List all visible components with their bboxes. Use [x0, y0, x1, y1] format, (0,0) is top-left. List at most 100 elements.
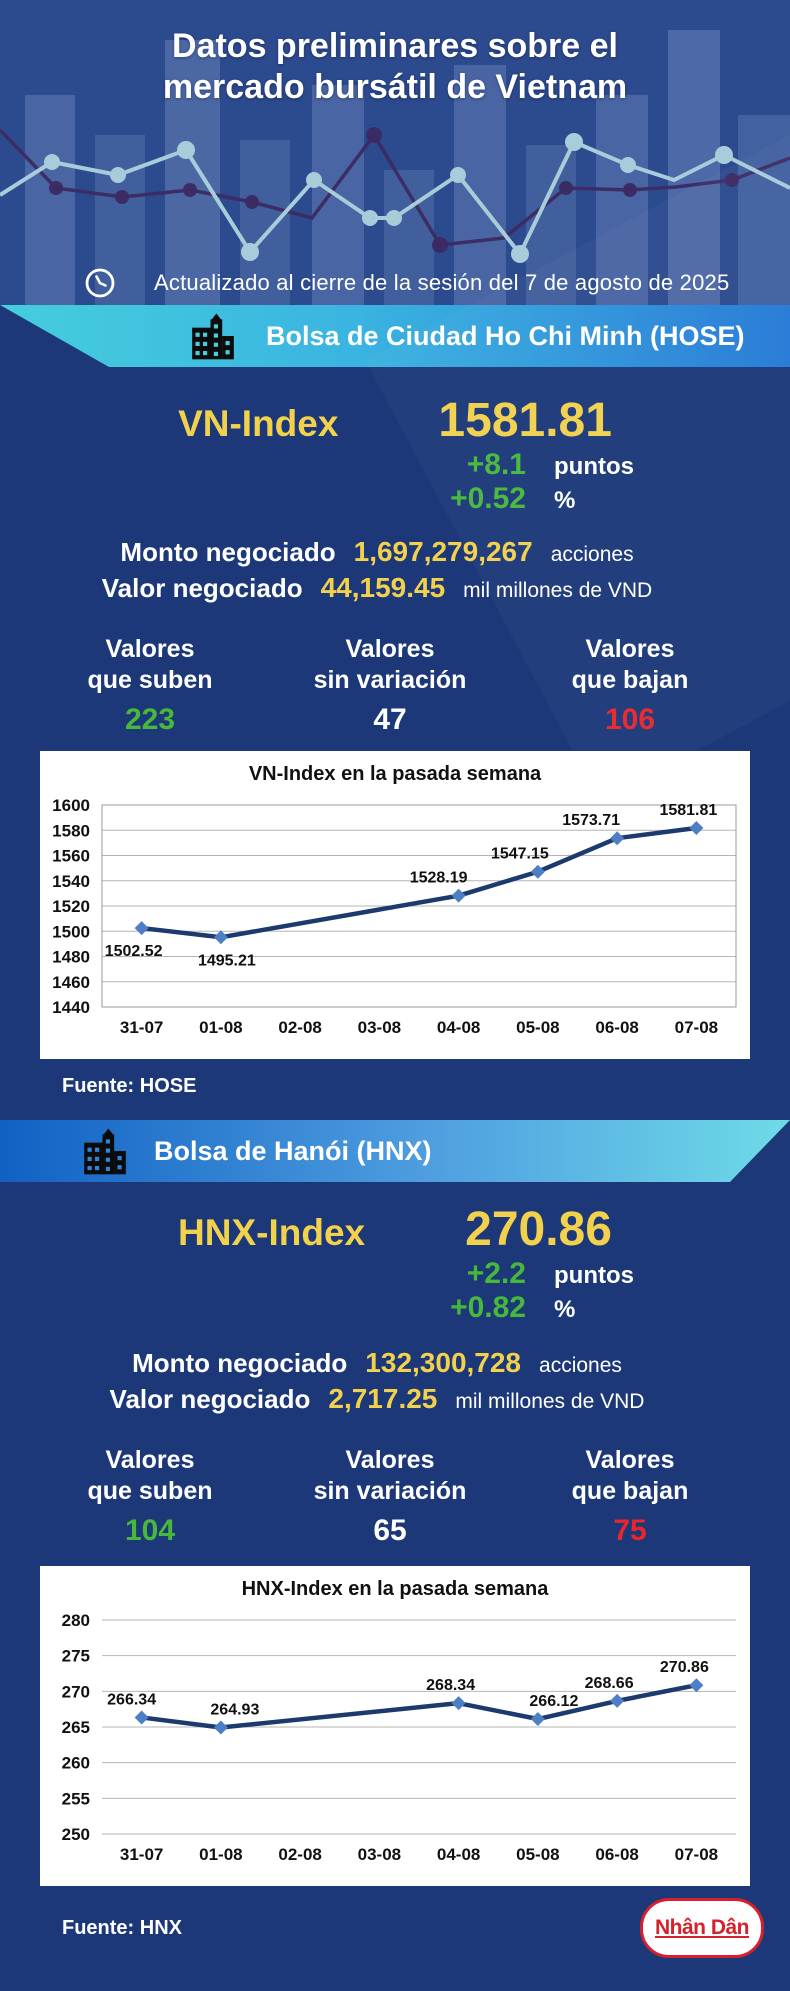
value-label: Valor negociado [109, 1384, 311, 1414]
hnx-change-percent: +0.82 [450, 1291, 526, 1324]
vn-change-points: +8.1 [466, 448, 526, 481]
svg-text:266.34: 266.34 [107, 1691, 156, 1708]
svg-text:01-08: 01-08 [199, 1018, 242, 1037]
vn-index-chart-panel: VN-Index en la pasada semana 1440 1460 148… [40, 751, 750, 1059]
svg-text:05-08: 05-08 [516, 1018, 559, 1037]
svg-text:31-07: 31-07 [120, 1018, 163, 1037]
svg-text:270.86: 270.86 [660, 1659, 709, 1676]
decorative-purple-line [0, 127, 790, 253]
svg-text:1580: 1580 [52, 821, 90, 840]
unchanged-column: Valores sin variación 65 [270, 1445, 510, 1548]
advancers-column: Valores que suben 104 [30, 1445, 270, 1548]
hnx-banner-title: Bolsa de Hanói (HNX) [154, 1135, 432, 1166]
svg-text:05-08: 05-08 [516, 1845, 559, 1864]
svg-text:255: 255 [62, 1789, 90, 1808]
hose-section: Bolsa de Ciudad Ho Chi Minh (HOSE) VN-In… [0, 305, 790, 1098]
svg-text:1560: 1560 [52, 847, 90, 866]
vn-index-line-plot: 1440 1460 1480 1500 1520 1540 1560 1580 1600 31-0… [52, 796, 737, 1037]
value-value: 2,717.25 [328, 1383, 438, 1414]
hnx-index-chart-panel: HNX-Index en la pasada semana 250 255 260 2… [40, 1566, 750, 1886]
svg-text:268.66: 268.66 [585, 1675, 634, 1692]
svg-text:1500: 1500 [52, 922, 90, 941]
svg-text:1573.71: 1573.71 [562, 812, 620, 829]
volume-value: 1,697,279,267 [353, 536, 533, 567]
page-title: Datos preliminares sobre el mercado burs… [162, 27, 628, 106]
hnx-banner: Bolsa de Hanói (HNX) [0, 1120, 790, 1182]
hnx-value-row: Valor negociado 2,717.25 mil millones de… [0, 1383, 772, 1419]
vn-volume-row: Monto negociado 1,697,279,267 acciones [0, 536, 772, 572]
percent-unit: % [554, 487, 576, 514]
svg-text:1581.81: 1581.81 [659, 802, 717, 819]
vn-chart-title: VN-Index en la pasada semana [248, 763, 542, 785]
svg-text:1495.21: 1495.21 [198, 952, 256, 969]
svg-text:02-08: 02-08 [278, 1845, 321, 1864]
nhan-dan-logo-text: Nhân Dân [654, 1916, 750, 1939]
vn-index-value: 1581.81 [438, 394, 612, 447]
decliners-column: Valores que bajan 106 [510, 634, 750, 737]
svg-text:01-08: 01-08 [199, 1845, 242, 1864]
vn-change-points-row: +8.1 puntos [0, 448, 790, 482]
hnx-breakdown: Valores que suben 104 Valores sin variac… [0, 1445, 790, 1548]
hnx-index-row: HNX-Index 270.86 [0, 1202, 790, 1257]
hnx-change-percent-row: +0.82 % [0, 1291, 790, 1325]
updated-row: Actualizado al cierre de la sesión del 7… [0, 267, 790, 299]
nhan-dan-logo: Nhân Dân [640, 1898, 764, 1958]
building-icon [192, 313, 234, 360]
unchanged-column: Valores sin variación 47 [270, 634, 510, 737]
svg-text:02-08: 02-08 [278, 1018, 321, 1037]
advancers-count: 104 [124, 1514, 176, 1547]
hnx-index-line-plot: 250 255 260 265 270 275 280 31-07 01-08 02-08 03-0… [62, 1611, 736, 1864]
volume-value: 132,300,728 [365, 1347, 522, 1378]
value-value: 44,159.45 [320, 572, 446, 603]
volume-label: Monto negociado [120, 537, 336, 567]
percent-unit: % [554, 1296, 576, 1323]
hnx-volume-row: Monto negociado 132,300,728 acciones [0, 1347, 772, 1383]
value-label: Valor negociado [101, 573, 303, 603]
hose-banner-title: Bolsa de Ciudad Ho Chi Minh (HOSE) [266, 320, 745, 351]
vn-change-percent: +0.52 [450, 482, 526, 515]
svg-text:04-08: 04-08 [437, 1845, 480, 1864]
svg-text:07-08: 07-08 [675, 1845, 718, 1864]
svg-text:31-07: 31-07 [120, 1845, 163, 1864]
value-unit: mil millones de VND [455, 1390, 645, 1413]
svg-text:275: 275 [62, 1647, 90, 1666]
decorative-lightblue-line [0, 133, 790, 263]
svg-text:1502.52: 1502.52 [105, 943, 163, 960]
footer: Fuente: HNX Nhân Dân [0, 1898, 790, 1958]
volume-label: Monto negociado [132, 1348, 348, 1378]
vn-index-label: VN-Index [178, 403, 339, 444]
advancers-count: 223 [124, 703, 176, 736]
hnx-source: Fuente: HNX [62, 1916, 182, 1939]
hnx-chart-title: HNX-Index en la pasada semana [241, 1578, 549, 1600]
svg-text:07-08: 07-08 [675, 1018, 718, 1037]
vn-breakdown: Valores que suben 223 Valores sin variac… [0, 634, 790, 737]
svg-text:250: 250 [62, 1825, 90, 1844]
hose-source: Fuente: HOSE [62, 1075, 197, 1097]
decliners-count: 75 [613, 1514, 647, 1547]
svg-text:270: 270 [62, 1682, 90, 1701]
updated-text: Actualizado al cierre de la sesión del 7… [154, 270, 730, 295]
clock-icon [85, 268, 115, 298]
hnx-change-points: +2.2 [466, 1257, 526, 1290]
svg-text:1528.19: 1528.19 [410, 870, 468, 887]
vn-change-percent-row: +0.52 % [0, 482, 790, 516]
advancers-column: Valores que suben 223 [30, 634, 270, 737]
hnx-index-value: 270.86 [465, 1203, 612, 1256]
svg-text:1460: 1460 [52, 973, 90, 992]
svg-text:264.93: 264.93 [210, 1701, 259, 1718]
svg-text:268.34: 268.34 [426, 1677, 475, 1694]
header: Datos preliminares sobre el mercado burs… [0, 0, 790, 305]
svg-text:06-08: 06-08 [595, 1845, 638, 1864]
svg-text:03-08: 03-08 [358, 1845, 401, 1864]
unchanged-count: 47 [373, 703, 407, 736]
svg-text:266.12: 266.12 [529, 1693, 578, 1710]
svg-text:1547.15: 1547.15 [491, 846, 549, 863]
svg-text:06-08: 06-08 [595, 1018, 638, 1037]
svg-text:1600: 1600 [52, 796, 90, 815]
decorative-market-background [0, 30, 790, 305]
svg-text:1480: 1480 [52, 948, 90, 967]
svg-text:280: 280 [62, 1611, 90, 1630]
svg-text:265: 265 [62, 1718, 90, 1737]
svg-text:1540: 1540 [52, 872, 90, 891]
